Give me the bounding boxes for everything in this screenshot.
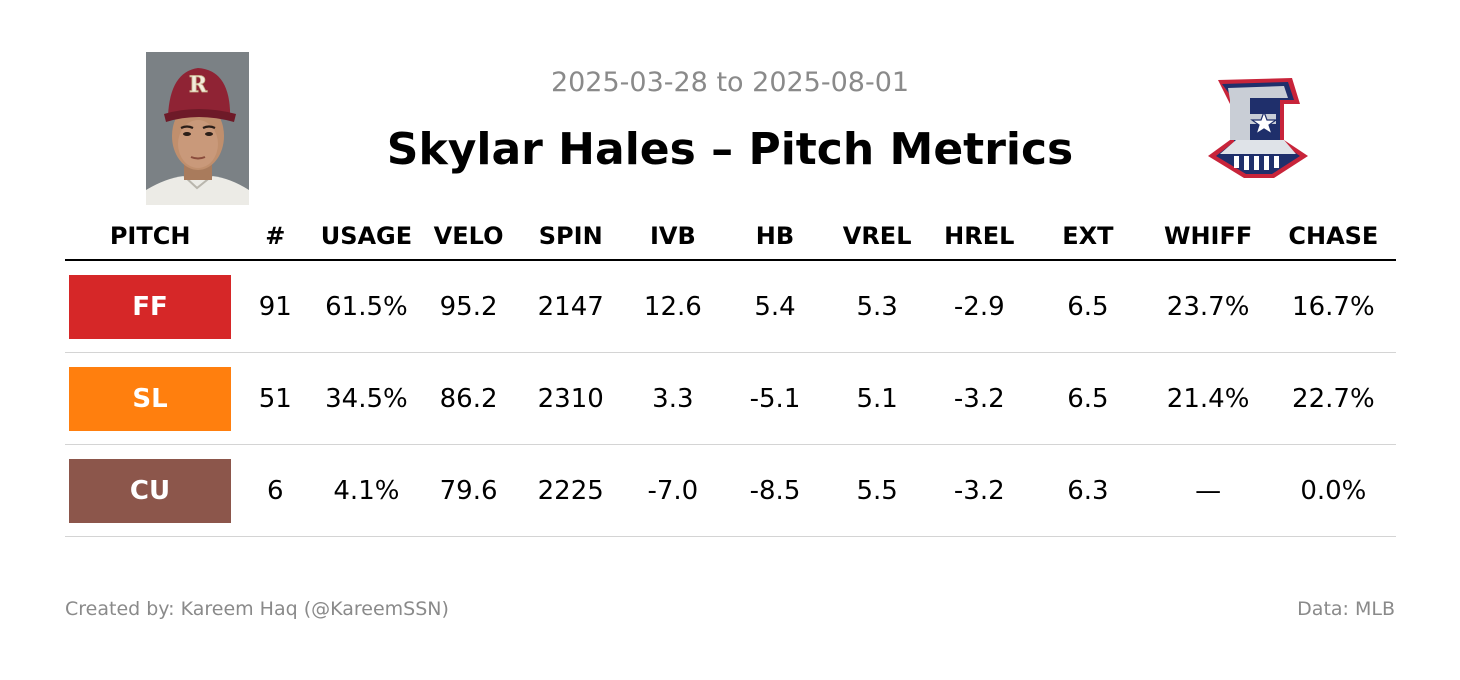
column-header: HREL [928,212,1031,261]
whiff-cell: 23.7% [1145,260,1271,353]
count-cell: 6 [235,444,316,537]
column-header: PITCH [65,212,236,261]
vrel-cell: 5.1 [826,352,929,445]
vrel-cell: 5.5 [826,444,929,537]
spin-cell: 2310 [519,352,622,445]
table-row: CU 6 4.1% 79.6 2225 -7.0 -8.5 5.5 -3.2 6… [65,444,1396,537]
velo-cell: 79.6 [417,444,520,537]
count-cell: 91 [235,260,316,353]
ivb-cell: 3.3 [621,352,724,445]
spin-cell: 2225 [519,444,622,537]
hb-cell: -8.5 [723,444,827,537]
column-header: WHIFF [1145,212,1271,261]
column-header: USAGE [315,212,418,261]
hrel-cell: -2.9 [928,260,1031,353]
column-header: EXT [1030,212,1146,261]
pitch-cell: SL [65,352,236,445]
svg-text:R: R [189,72,208,98]
velo-cell: 86.2 [417,352,520,445]
chase-cell: 16.7% [1270,260,1396,353]
chase-cell: 22.7% [1270,352,1396,445]
pitch-metrics-table: PITCH # USAGE VELO SPIN IVB HB VREL HREL… [65,212,1396,537]
pitch-cell: CU [65,444,236,537]
column-header: SPIN [519,212,622,261]
credit-text: Created by: Kareem Haq (@KareemSSN) [65,598,449,620]
table-row: SL 51 34.5% 86.2 2310 3.3 -5.1 5.1 -3.2 … [65,352,1396,445]
hb-cell: -5.1 [723,352,827,445]
usage-cell: 4.1% [315,444,418,537]
hrel-cell: -3.2 [928,444,1031,537]
vrel-cell: 5.3 [826,260,929,353]
column-header: CHASE [1270,212,1396,261]
pitch-badge: CU [69,458,231,523]
pitch-cell: FF [65,260,236,353]
hrel-cell: -3.2 [928,352,1031,445]
chart-title: Skylar Hales – Pitch Metrics [386,124,1074,175]
table-row: FF 91 61.5% 95.2 2147 12.6 5.4 5.3 -2.9 … [65,260,1396,353]
ivb-cell: 12.6 [621,260,724,353]
usage-cell: 34.5% [315,352,418,445]
velo-cell: 95.2 [417,260,520,353]
usage-cell: 61.5% [315,260,418,353]
pitch-badge: SL [69,366,231,431]
spin-cell: 2147 [519,260,622,353]
ext-cell: 6.5 [1030,260,1146,353]
ivb-cell: -7.0 [621,444,724,537]
data-source-text: Data: MLB [1297,598,1395,620]
whiff-cell: — [1145,444,1271,537]
column-header: # [235,212,316,261]
column-header: HB [723,212,827,261]
whiff-cell: 21.4% [1145,352,1271,445]
team-logo [1200,74,1315,182]
count-cell: 51 [235,352,316,445]
column-header: VREL [826,212,929,261]
ext-cell: 6.3 [1030,444,1146,537]
table-header-row: PITCH # USAGE VELO SPIN IVB HB VREL HREL… [65,212,1396,261]
column-header: VELO [417,212,520,261]
column-header: IVB [621,212,724,261]
pitch-badge: FF [69,274,231,339]
ext-cell: 6.5 [1030,352,1146,445]
chase-cell: 0.0% [1270,444,1396,537]
player-headshot: R [146,52,249,205]
hb-cell: 5.4 [723,260,827,353]
date-range: 2025-03-28 to 2025-08-01 [550,67,910,98]
